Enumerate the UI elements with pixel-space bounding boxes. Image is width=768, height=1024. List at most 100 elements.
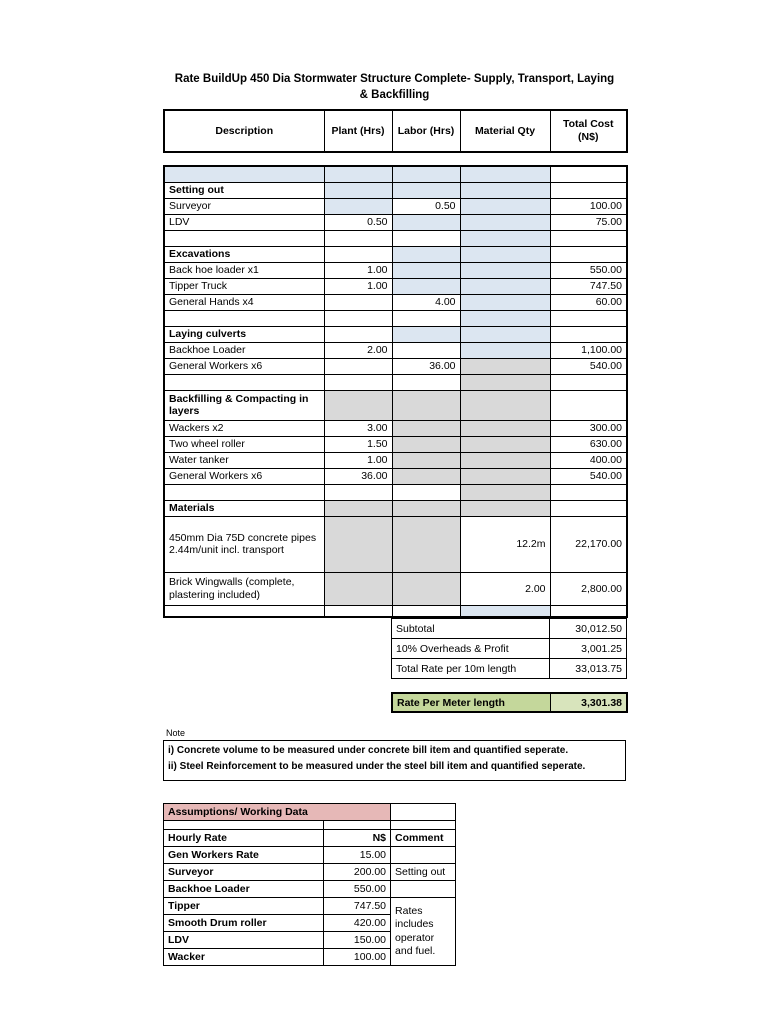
material-cell: 12.2m [459, 515, 551, 573]
description-cell: General Hands x4 [163, 293, 325, 311]
assumptions-col-ns: N$ [322, 829, 392, 848]
assumption-row: Surveyor 200.00 Setting out [163, 863, 457, 882]
labor-cell [391, 261, 461, 279]
col-header-total-cost: Total Cost (N$) [549, 109, 628, 153]
assumption-value: 200.00 [322, 863, 392, 882]
table-row: Back hoe loader x1 1.00 550.00 [163, 261, 628, 279]
page-title: Rate BuildUp 450 Dia Stormwater Structur… [174, 73, 615, 101]
table-row: Excavations [163, 245, 628, 263]
labor-cell [391, 245, 461, 263]
material-cell [459, 213, 551, 231]
plant-cell: 0.50 [323, 213, 393, 231]
total-cell: 100.00 [549, 197, 628, 215]
total-cell: 747.50 [549, 277, 628, 295]
material-cell [459, 341, 551, 359]
table-row: LDV 0.50 75.00 [163, 213, 628, 231]
labor-cell [391, 604, 461, 618]
labor-cell [391, 515, 461, 573]
total-cell: 1,100.00 [549, 341, 628, 359]
assumption-value: 747.50 [322, 897, 392, 916]
description-cell: Backfilling & Compacting in layers [163, 389, 325, 421]
material-cell [459, 165, 551, 183]
labor-cell: 0.50 [391, 197, 461, 215]
table-row: General Hands x4 4.00 60.00 [163, 293, 628, 311]
plant-cell: 2.00 [323, 341, 393, 359]
plant-cell [323, 245, 393, 263]
note-box: i) Concrete volume to be measured under … [163, 740, 626, 782]
material-cell [459, 197, 551, 215]
total-cell [549, 373, 628, 391]
material-cell [459, 181, 551, 199]
table-row: General Workers x6 36.00 540.00 [163, 357, 628, 375]
total-cell: 630.00 [549, 435, 628, 453]
assumption-value: 150.00 [322, 931, 392, 950]
assumption-row: Backhoe Loader 550.00 [163, 880, 457, 899]
labor-cell [391, 325, 461, 343]
description-cell: Backhoe Loader [163, 341, 325, 359]
assumption-comment: Setting out [390, 863, 457, 882]
assumption-row: Tipper 747.50 Rates includes operator and … [163, 897, 457, 967]
summary-row: 10% Overheads & Profit 3,001.25 [391, 638, 627, 660]
assumption-label: Wacker [163, 948, 324, 967]
total-cell [549, 181, 628, 199]
rate-per-meter-value: 3,301.38 [549, 692, 628, 713]
plant-cell [323, 515, 393, 573]
labor-cell [391, 467, 461, 485]
col-header-plant-hrs: Plant (Hrs) [323, 109, 393, 153]
labor-cell [391, 213, 461, 231]
col-header-material-qty: Material Qty [459, 109, 551, 153]
summary-row: Subtotal 30,012.50 [391, 618, 627, 640]
description-cell [163, 483, 325, 501]
total-cell: 540.00 [549, 467, 628, 485]
material-cell [459, 499, 551, 517]
table-row: Backfilling & Compacting in layers [163, 389, 628, 421]
assumption-label: Surveyor [163, 863, 324, 882]
plant-cell: 36.00 [323, 467, 393, 485]
plant-cell [323, 483, 393, 501]
table-row: General Workers x6 36.00 540.00 [163, 467, 628, 485]
table-row: Brick Wingwalls (complete, plastering in… [163, 571, 628, 606]
table-row [163, 373, 628, 391]
material-cell [459, 229, 551, 247]
assumption-comment-merged: Rates includes operator and fuel. [390, 897, 457, 967]
labor-cell: 4.00 [391, 293, 461, 311]
total-cell [549, 604, 628, 618]
assumption-value: 420.00 [322, 914, 392, 933]
material-cell [459, 604, 551, 618]
plant-cell [323, 499, 393, 517]
table-row: 450mm Dia 75D concrete pipes 2.44m/unit … [163, 515, 628, 573]
description-cell [163, 309, 325, 327]
labor-cell [391, 435, 461, 453]
material-cell [459, 419, 551, 437]
plant-cell [323, 604, 393, 618]
table-row: Backhoe Loader 2.00 1,100.00 [163, 341, 628, 359]
description-cell: Water tanker [163, 451, 325, 469]
plant-cell [323, 197, 393, 215]
table-row [163, 229, 628, 247]
summary-table: Subtotal 30,012.50 10% Overheads & Profi… [391, 618, 627, 680]
material-cell [459, 261, 551, 279]
description-cell: Back hoe loader x1 [163, 261, 325, 279]
assumption-row: Gen Workers Rate 15.00 [163, 846, 457, 865]
table-row: Laying culverts [163, 325, 628, 343]
assumption-comment [390, 880, 457, 899]
total-cell: 400.00 [549, 451, 628, 469]
table-row [163, 309, 628, 327]
total-cell [549, 499, 628, 517]
material-cell [459, 373, 551, 391]
description-cell: Brick Wingwalls (complete, plastering in… [163, 571, 325, 606]
labor-cell [391, 571, 461, 606]
description-cell: Setting out [163, 181, 325, 199]
total-cell [549, 165, 628, 183]
assumptions-header-row: Hourly Rate N$ Comment [163, 829, 457, 848]
plant-cell [323, 357, 393, 375]
material-cell [459, 435, 551, 453]
material-cell [459, 325, 551, 343]
plant-cell: 1.00 [323, 261, 393, 279]
description-cell: Excavations [163, 245, 325, 263]
material-cell [459, 389, 551, 421]
rate-per-meter-row: Rate Per Meter length 3,301.38 [391, 692, 628, 713]
subtotal-value: 30,012.50 [549, 618, 627, 640]
assumptions-col-hourly-rate: Hourly Rate [163, 829, 324, 848]
note-label: Note [166, 728, 186, 739]
